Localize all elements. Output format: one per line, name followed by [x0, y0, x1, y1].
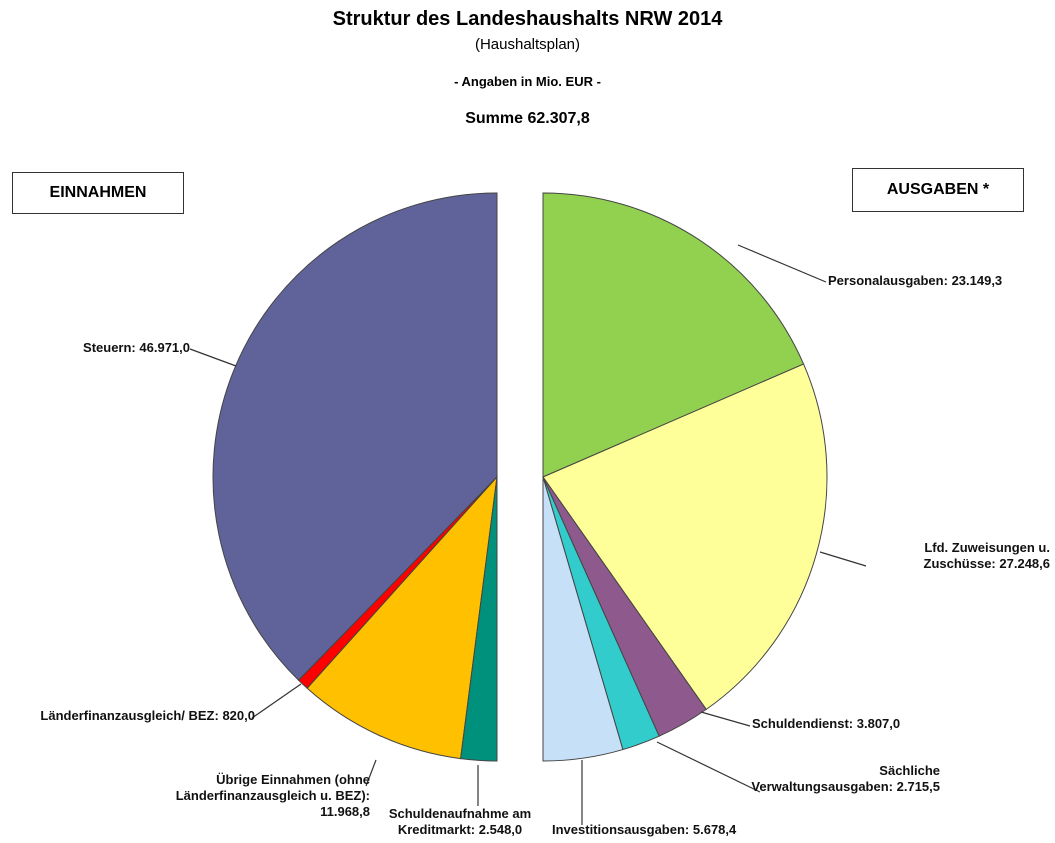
subtitle: (Haushaltsplan): [474, 36, 581, 53]
category-label: Übrige Einnahmen (ohne Länderfinanzausgl…: [175, 772, 370, 803]
slice-label: Sächliche Verwaltungsausgaben: 2.715,5: [740, 763, 940, 795]
slice-label: Übrige Einnahmen (ohne Länderfinanzausgl…: [150, 772, 370, 820]
pie-slice: [212, 192, 498, 681]
value-label: 2.548,0: [478, 822, 523, 837]
leader-line: [365, 759, 377, 787]
section-label: AUSGABEN *: [852, 168, 1024, 212]
pie-slice: [306, 475, 498, 760]
chart-title: Struktur des Landeshaushalts NRW 2014: [332, 8, 723, 30]
category-label: Lfd. Zuweisungen u. Zuschüsse:: [923, 540, 1050, 571]
value-label: 2.715,5: [896, 779, 940, 794]
value-label: 5.678,4: [692, 822, 737, 837]
section-label: EINNAHMEN: [12, 172, 184, 214]
value-label: 820,0: [222, 708, 255, 723]
category-label: Schuldendienst:: [752, 716, 854, 731]
value-label: 23.149,3: [951, 273, 1003, 288]
category-label: Sächliche Verwaltungsausgaben:: [751, 763, 940, 794]
category-label: Schuldenaufnahme am Kreditmarkt:: [388, 806, 532, 837]
pie-slice: [542, 192, 805, 478]
slice-label: Lfd. Zuweisungen u. Zuschüsse: 27.248,6: [860, 540, 1050, 572]
leader-line: [819, 551, 867, 567]
category-label: Länderfinanzausgleich/ BEZ:: [40, 708, 219, 723]
slice-label: Schuldendienst: 3.807,0: [752, 716, 952, 732]
slice-label: Länderfinanzausgleich/ BEZ: 820,0: [40, 708, 255, 724]
pie-slice: [460, 476, 498, 762]
value-label: 46.971,0: [139, 340, 190, 355]
leader-line: [656, 741, 761, 793]
slice-label: Personalausgaben: 23.149,3: [828, 273, 1055, 289]
unit-note: - Angaben in Mio. EUR -: [454, 74, 601, 89]
category-label: Personalausgaben:: [828, 273, 948, 288]
slice-label: Schuldenaufnahme am Kreditmarkt: 2.548,0: [370, 806, 550, 838]
slice-label: Investitionsausgaben: 5.678,4: [552, 822, 752, 838]
leader-line: [700, 711, 751, 727]
value-label: 11.968,8: [320, 804, 370, 819]
total: Summe 62.307,8: [465, 110, 590, 127]
category-label: Steuern:: [83, 340, 136, 355]
category-label: Investitionsausgaben:: [552, 822, 690, 837]
leader-line: [737, 244, 827, 283]
leader-line: [251, 683, 302, 719]
pie-slice: [542, 363, 828, 711]
leader-line: [189, 348, 237, 367]
pie-slice: [542, 476, 624, 762]
value-label: 3.807,0: [856, 716, 901, 731]
slice-label: Steuern: 46.971,0: [20, 340, 190, 356]
value-label: 27.248,6: [999, 556, 1050, 571]
